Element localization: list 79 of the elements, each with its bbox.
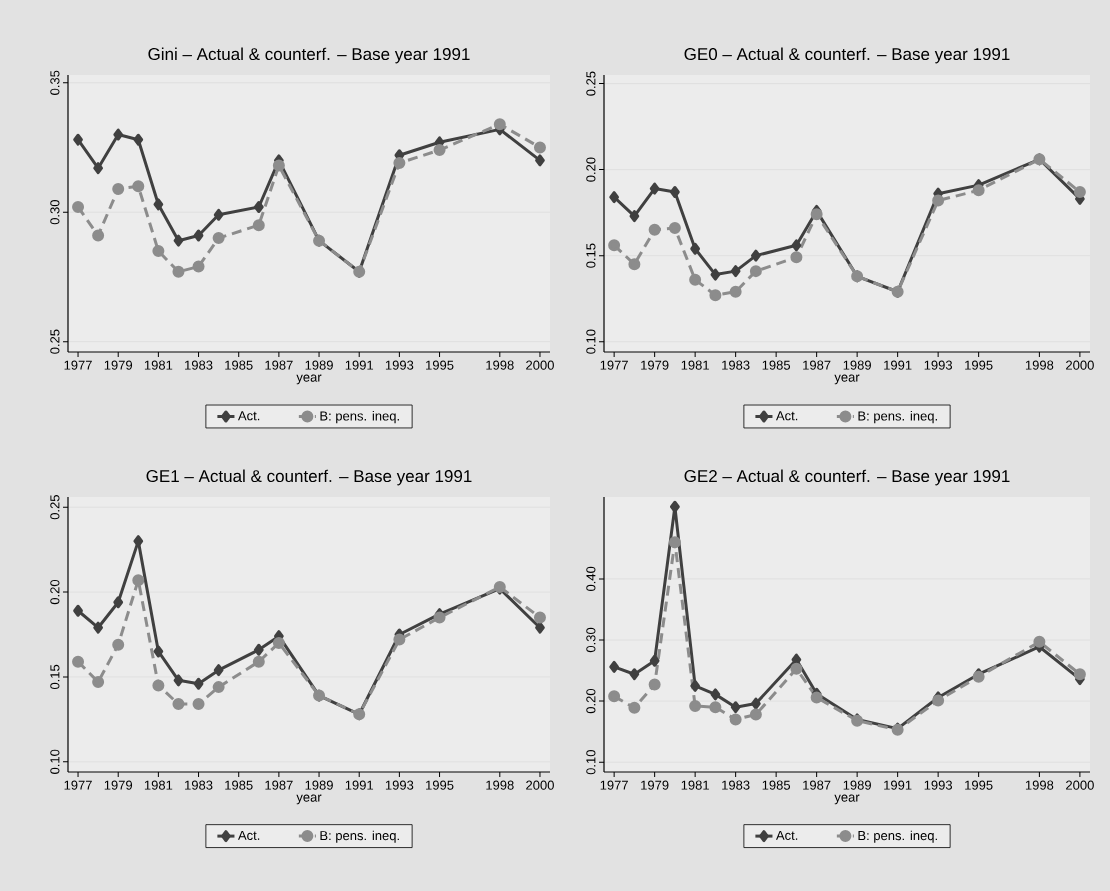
x-tick-label: 1985 bbox=[762, 780, 791, 790]
x-tick-label: 1993 bbox=[385, 780, 414, 790]
x-tick-label: 1989 bbox=[843, 780, 871, 790]
x-tick-label: 1989 bbox=[305, 780, 333, 790]
y-tick-label: 0.10 bbox=[50, 749, 60, 774]
x-tick-label: 1993 bbox=[385, 360, 414, 370]
y-tick-label: 0.25 bbox=[50, 495, 60, 520]
x-tick-label: 1979 bbox=[104, 360, 133, 370]
x-tick-label: 1985 bbox=[762, 360, 791, 370]
x-tick-label: 1991 bbox=[345, 360, 374, 370]
x-tick-label: 1981 bbox=[681, 360, 709, 370]
x-tick-label: 1998 bbox=[1025, 360, 1054, 370]
y-tick-label: 0.15 bbox=[50, 664, 60, 690]
x-tick-label: 1977 bbox=[600, 360, 628, 370]
x-tick-label: 1987 bbox=[265, 780, 293, 790]
x-tick-label: 2000 bbox=[1066, 360, 1094, 370]
x-tick-label: 1989 bbox=[843, 360, 871, 370]
x-tick-label: 1991 bbox=[345, 780, 374, 790]
y-tick-label: 0.10 bbox=[586, 329, 596, 354]
x-tick-label: 1987 bbox=[265, 360, 293, 370]
legend-label: B: pens. ineq. bbox=[858, 830, 937, 843]
x-tick-label: 1991 bbox=[884, 780, 912, 790]
y-tick-label: 0.40 bbox=[586, 566, 596, 592]
x-tick-label: 1985 bbox=[225, 780, 253, 790]
y-tick-label: 0.30 bbox=[586, 627, 596, 653]
x-tick-label: 1981 bbox=[144, 360, 173, 370]
x-tick-label: 1995 bbox=[426, 780, 454, 790]
x-tick-label: 1991 bbox=[884, 360, 912, 370]
y-tick-label: 0.15 bbox=[586, 243, 596, 268]
y-tick-label: 0.35 bbox=[50, 70, 60, 95]
legend-label: Act. bbox=[775, 830, 798, 840]
x-tick-label: 1995 bbox=[965, 360, 993, 370]
x-tick-label: 1983 bbox=[185, 780, 213, 790]
chart-title: GE0 – Actual & counterf. – Base year 1991 bbox=[684, 47, 1010, 64]
chart-title: Gini – Actual & counterf. – Base year 1991 bbox=[148, 47, 470, 64]
x-tick-label: 1998 bbox=[486, 360, 514, 370]
x-tick-label: 1993 bbox=[924, 780, 953, 790]
legend-label: Act. bbox=[775, 411, 798, 421]
y-tick-label: 0.20 bbox=[586, 688, 596, 714]
x-tick-label: 2000 bbox=[526, 780, 554, 790]
x-tick-label: 1985 bbox=[225, 360, 253, 370]
legend-label: B: pens. ineq. bbox=[858, 411, 937, 424]
y-tick-label: 0.20 bbox=[50, 579, 60, 605]
y-tick-label: 0.10 bbox=[586, 750, 596, 775]
legend-label: Act. bbox=[237, 411, 260, 421]
legend-label: Act. bbox=[237, 830, 260, 840]
x-tick-label: 1995 bbox=[426, 360, 454, 370]
chart-title: GE2 – Actual & counterf. – Base year 1991 bbox=[684, 469, 1010, 486]
y-tick-label: 0.20 bbox=[586, 157, 596, 182]
x-axis-title: year bbox=[834, 794, 860, 805]
x-tick-label: 1979 bbox=[641, 360, 669, 370]
x-tick-label: 1983 bbox=[185, 360, 213, 370]
x-tick-label: 1979 bbox=[641, 780, 669, 790]
x-tick-label: 1995 bbox=[965, 780, 993, 790]
y-tick-label: 0.30 bbox=[50, 200, 60, 225]
x-tick-label: 1983 bbox=[722, 780, 750, 790]
legend-label: B: pens. ineq. bbox=[320, 411, 399, 424]
x-axis-title: year bbox=[296, 794, 322, 805]
x-axis-title: year bbox=[834, 374, 860, 385]
x-tick-label: 1987 bbox=[803, 780, 831, 790]
x-tick-label: 1977 bbox=[600, 780, 628, 790]
x-tick-label: 1989 bbox=[305, 360, 333, 370]
y-tick-label: 0.25 bbox=[586, 71, 596, 96]
x-tick-label: 1981 bbox=[681, 780, 709, 790]
x-tick-label: 1993 bbox=[924, 360, 953, 370]
legend-label: B: pens. ineq. bbox=[320, 830, 399, 843]
x-tick-label: 1977 bbox=[64, 780, 92, 790]
x-tick-label: 1998 bbox=[1025, 780, 1054, 790]
chart-title: GE1 – Actual & counterf. – Base year 1991 bbox=[146, 469, 472, 486]
x-tick-label: 1998 bbox=[486, 780, 514, 790]
x-tick-label: 1979 bbox=[104, 780, 133, 790]
x-tick-label: 1983 bbox=[722, 360, 750, 370]
x-tick-label: 1981 bbox=[144, 780, 173, 790]
x-tick-label: 2000 bbox=[526, 360, 554, 370]
y-tick-label: 0.25 bbox=[50, 329, 60, 354]
x-axis-title: year bbox=[296, 374, 322, 385]
x-tick-label: 1987 bbox=[803, 360, 831, 370]
x-tick-label: 1977 bbox=[64, 360, 92, 370]
x-tick-label: 2000 bbox=[1066, 780, 1094, 790]
